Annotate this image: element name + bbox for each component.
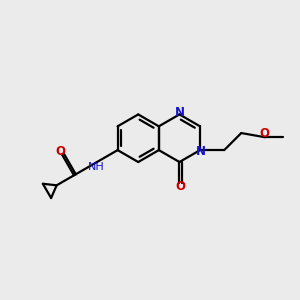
Text: O: O [175, 180, 185, 193]
Text: N: N [174, 106, 184, 118]
Text: N: N [196, 145, 206, 158]
Text: NH: NH [88, 162, 104, 172]
Text: O: O [56, 145, 66, 158]
Text: O: O [260, 127, 269, 140]
